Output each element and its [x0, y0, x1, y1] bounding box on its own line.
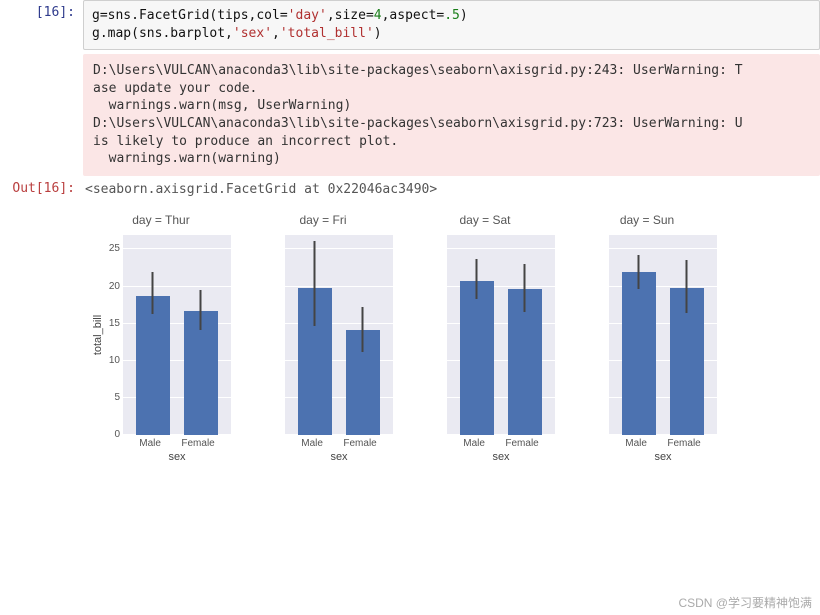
- error-bar: [524, 264, 527, 312]
- warning-output: D:\Users\VULCAN\anaconda3\lib\site-packa…: [83, 54, 820, 175]
- error-bar: [362, 307, 365, 351]
- error-bar: [314, 241, 317, 325]
- x-tick-row: MaleFemale: [285, 435, 393, 449]
- y-tick-column: 0510152025: [105, 235, 123, 435]
- out-prompt: Out[16]:: [0, 176, 83, 463]
- facet-grid-chart: day = Thurtotal_bill0510152025MaleFemale…: [83, 207, 820, 463]
- y-axis-label: total_bill: [92, 314, 104, 354]
- error-bar: [200, 290, 203, 330]
- plot-area: [285, 235, 393, 435]
- plot-area: [447, 235, 555, 435]
- input-cell: [16]: g=sns.FacetGrid(tips,col='day',siz…: [0, 0, 820, 176]
- y-tick-column: [429, 235, 447, 435]
- error-bar: [476, 259, 479, 299]
- facet-panel: day = Sat MaleFemale sex: [415, 213, 555, 463]
- repr-output: <seaborn.axisgrid.FacetGrid at 0x22046ac…: [83, 176, 820, 207]
- x-axis-label: sex: [609, 451, 717, 463]
- error-bar: [152, 272, 155, 313]
- bar: [622, 272, 656, 434]
- plot-area: [123, 235, 231, 435]
- facet-panel: day = Fri MaleFemale sex: [253, 213, 393, 463]
- x-tick-row: MaleFemale: [123, 435, 231, 449]
- y-tick-column: [267, 235, 285, 435]
- x-axis-label: sex: [285, 451, 393, 463]
- facet-panel: day = Sun MaleFemale sex: [577, 213, 717, 463]
- y-tick-column: [591, 235, 609, 435]
- facet-title: day = Thur: [91, 213, 231, 227]
- bar: [460, 281, 494, 434]
- error-bar: [686, 260, 689, 313]
- x-axis-label: sex: [123, 451, 231, 463]
- x-tick-row: MaleFemale: [609, 435, 717, 449]
- facet-title: day = Sun: [577, 213, 717, 227]
- watermark: CSDN @学习要精神饱满: [678, 594, 812, 611]
- in-prompt: [16]:: [0, 0, 83, 176]
- facet-title: day = Fri: [253, 213, 393, 227]
- output-cell: Out[16]: <seaborn.axisgrid.FacetGrid at …: [0, 176, 820, 463]
- plot-area: [609, 235, 717, 435]
- bar: [136, 296, 170, 435]
- x-tick-row: MaleFemale: [447, 435, 555, 449]
- facet-panel: day = Thur total_bill0510152025MaleFemale…: [91, 213, 231, 463]
- facet-title: day = Sat: [415, 213, 555, 227]
- code-block[interactable]: g=sns.FacetGrid(tips,col='day',size=4,as…: [83, 0, 820, 50]
- error-bar: [638, 255, 641, 289]
- x-axis-label: sex: [447, 451, 555, 463]
